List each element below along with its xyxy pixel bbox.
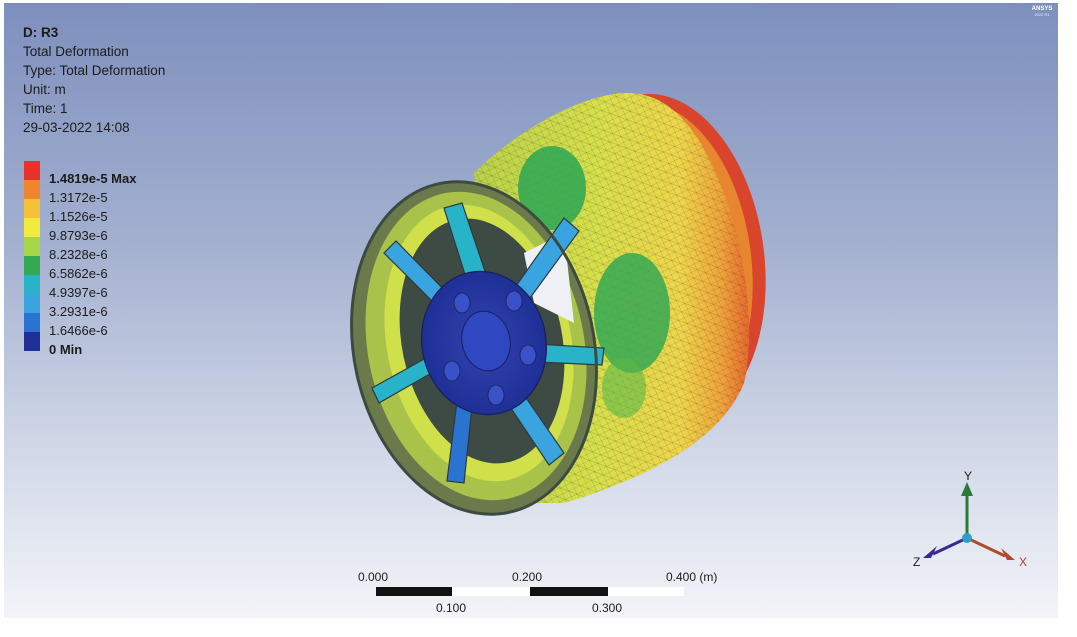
logo-text: ANSYS [1031, 6, 1053, 12]
legend-label: 1.1526e-5 [49, 208, 108, 224]
hub [420, 270, 548, 416]
triad-y-label: Y [964, 469, 972, 483]
legend-swatch [24, 256, 40, 275]
legend-label: 8.2328e-6 [49, 246, 108, 262]
legend-swatch [24, 294, 40, 313]
triad-z-label: Z [913, 555, 920, 569]
legend-label: 3.2931e-6 [49, 303, 108, 319]
legend-label: 6.5862e-6 [49, 265, 108, 281]
legend-swatch [24, 313, 40, 332]
result-name: D: R3 [23, 25, 59, 40]
legend-swatch [24, 180, 40, 199]
legend-swatch [24, 199, 40, 218]
legend-label: 4.9397e-6 [49, 284, 108, 300]
legend-swatch [24, 218, 40, 237]
result-title: Total Deformation [23, 44, 129, 59]
graphics-viewport[interactable]: D: R3 Total Deformation Type: Total Defo… [4, 3, 1058, 618]
legend-label: 1.6466e-6 [49, 322, 108, 338]
legend-swatch [24, 161, 40, 180]
result-timestamp: 29-03-2022 14:08 [23, 120, 130, 135]
result-unit: Unit: m [23, 82, 66, 97]
legend-label: 1.4819e-5 Max [49, 170, 137, 186]
front-rim-edge [350, 180, 598, 516]
result-time: Time: 1 [23, 101, 68, 116]
legend-swatch [24, 237, 40, 256]
legend-swatch [24, 332, 40, 351]
result-type: Type: Total Deformation [23, 63, 166, 78]
result-info: D: R3 Total Deformation Type: Total Defo… [23, 23, 165, 137]
ansys-logo: ANSYS 2022 R1 [1030, 6, 1054, 18]
coordinate-triad: Y X Z [913, 469, 1027, 569]
legend-label: 1.3172e-5 [49, 189, 108, 205]
legend-label: 0 Min [49, 341, 83, 357]
legend-swatch [24, 275, 40, 294]
triad-x-label: X [1019, 555, 1027, 569]
wheel-model[interactable] [4, 3, 1058, 618]
logo-version: 2022 R1 [1034, 12, 1050, 17]
legend-label: 9.8793e-6 [49, 227, 108, 243]
